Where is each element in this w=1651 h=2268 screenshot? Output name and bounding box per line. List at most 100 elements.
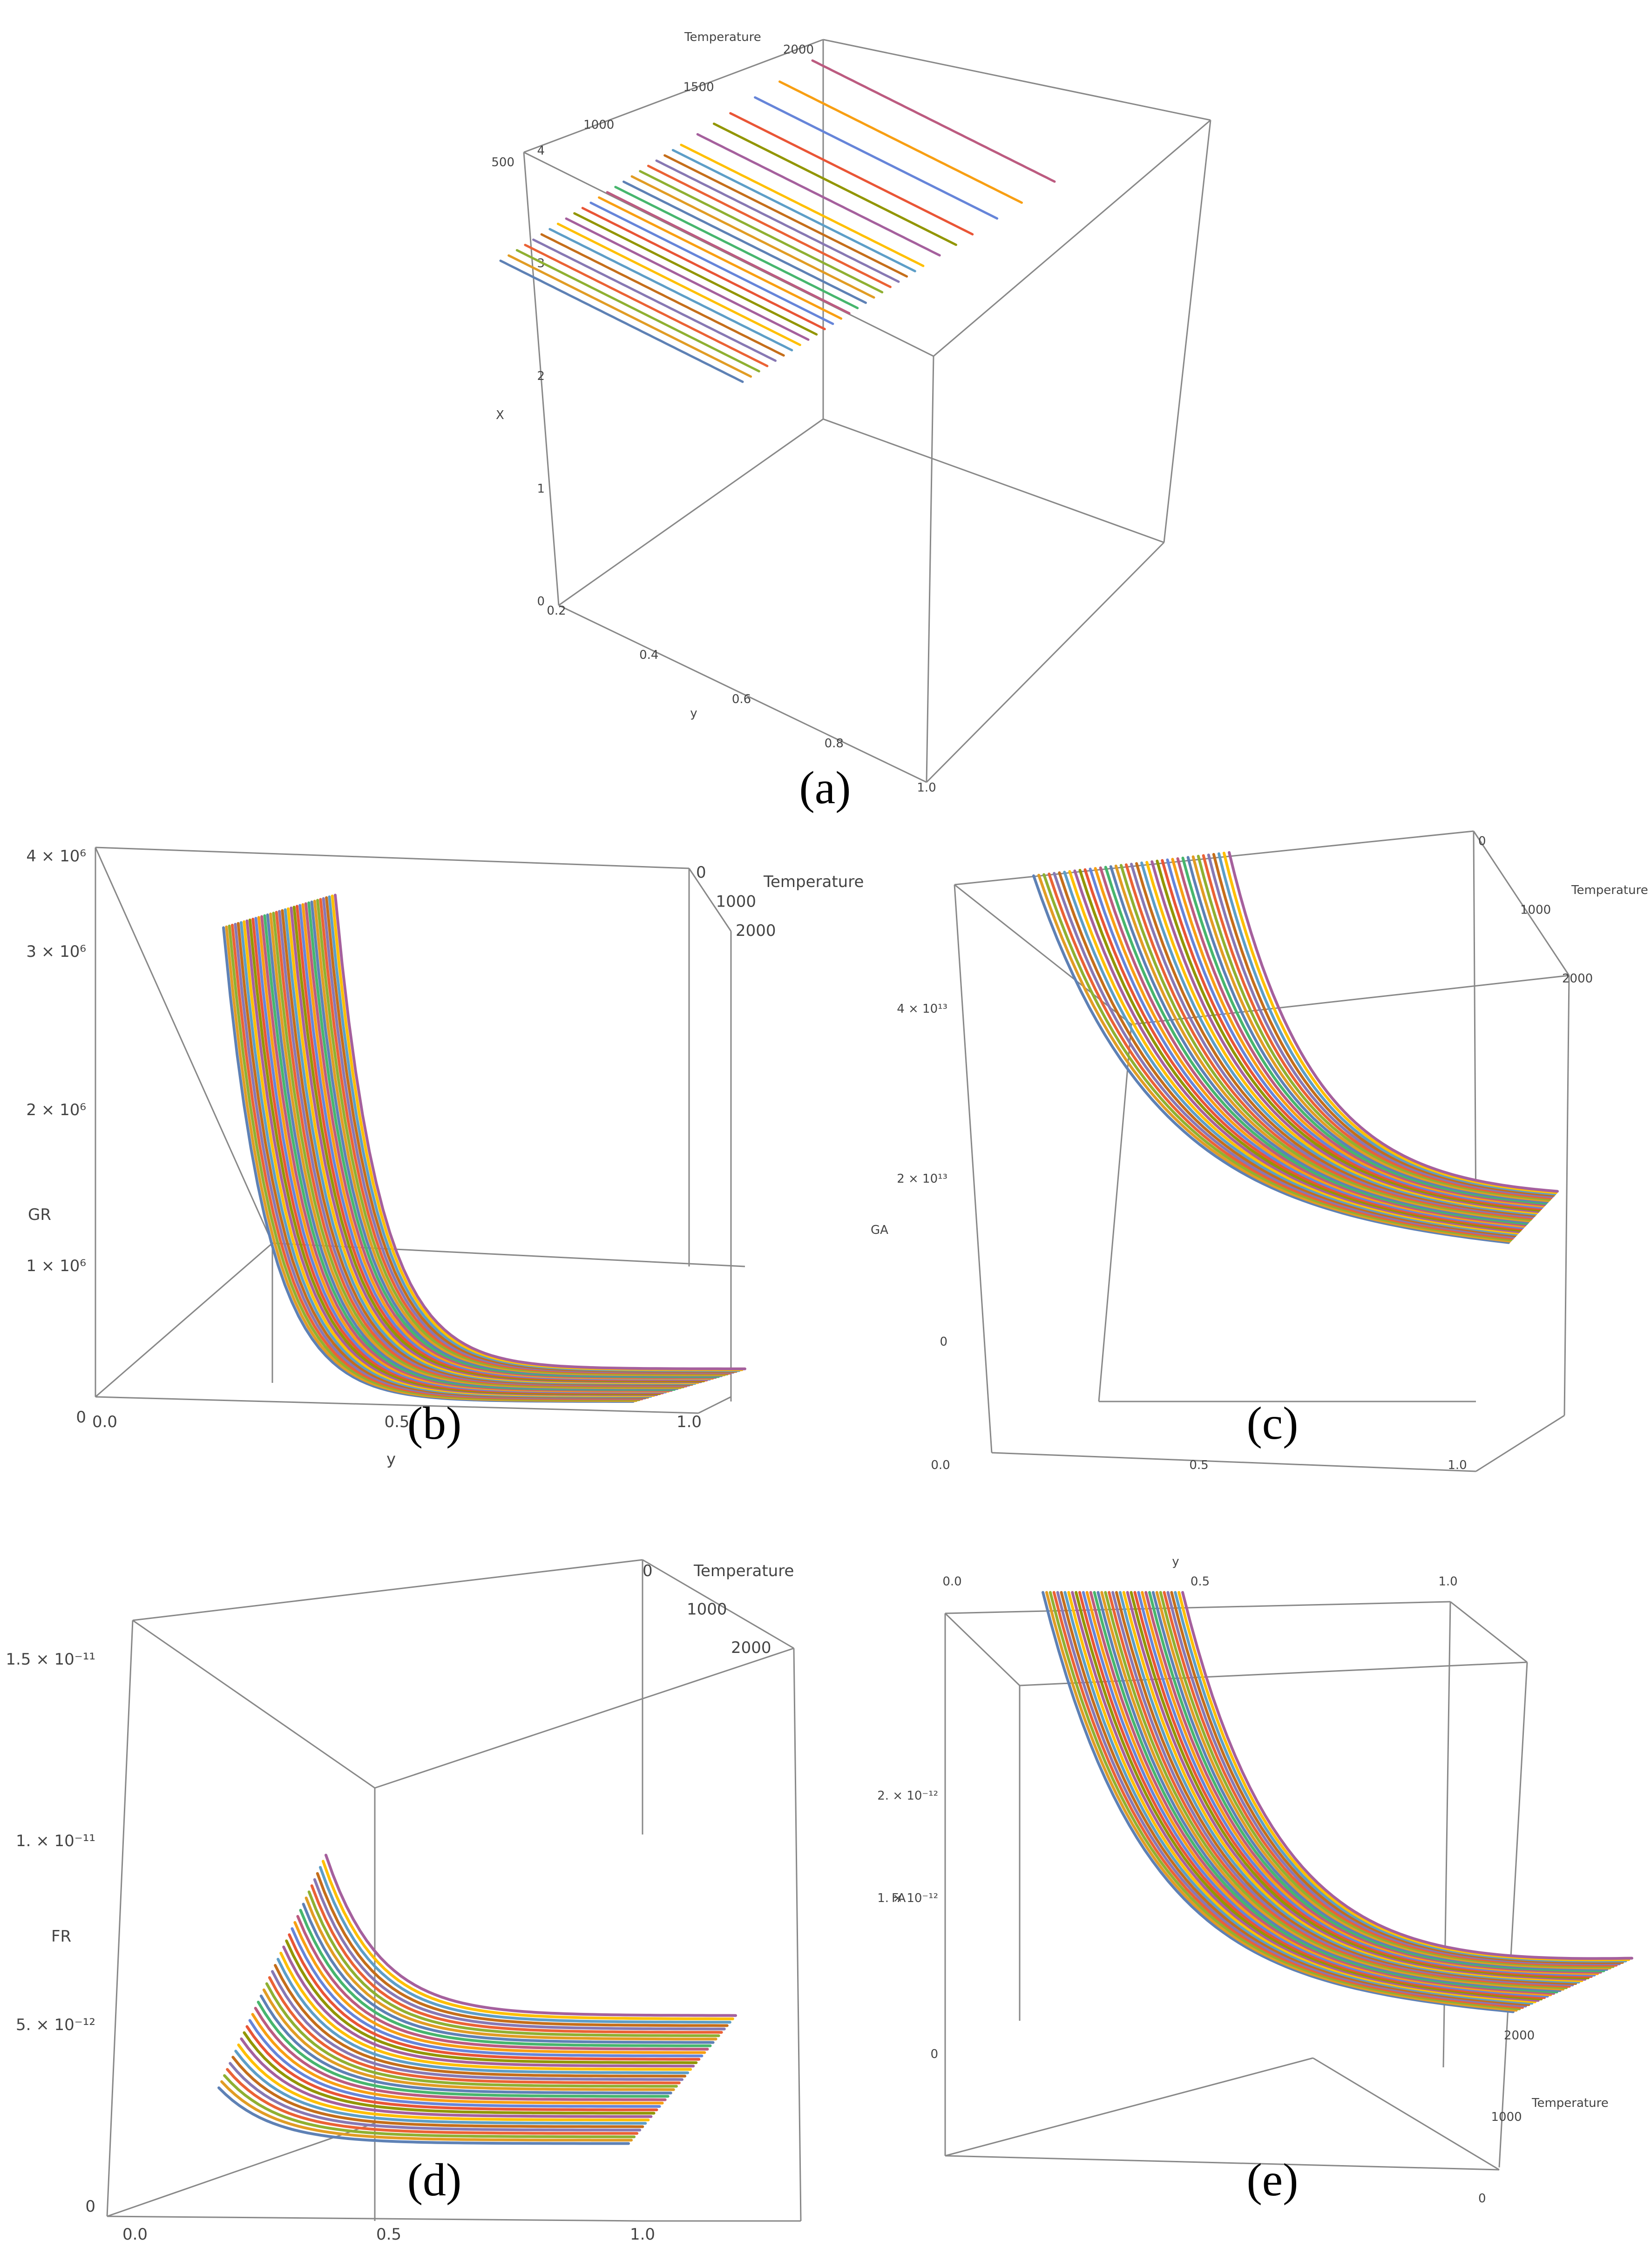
series-line-T1050: [271, 1970, 683, 2081]
y-tick-label: 2000: [1562, 972, 1593, 986]
series-line-T1900: [318, 1866, 731, 2024]
series-line-T1800: [778, 80, 1023, 204]
series-line-T150: [1045, 1591, 1518, 2012]
series-line-T1400: [1137, 1591, 1596, 1977]
series-line-T650: [1089, 867, 1524, 1229]
y-tick-label: 1000: [1491, 2110, 1522, 2124]
series-line-T700: [598, 196, 843, 320]
axis-box-edge: [944, 1612, 1021, 1686]
x-tick-label: 1.0: [1448, 1458, 1467, 1472]
series-line-T750: [1099, 866, 1527, 1226]
y-tick-label: 2000: [1504, 2029, 1535, 2043]
series-line-T750: [606, 191, 851, 315]
series-line-T1550: [1181, 856, 1548, 1205]
series-line-T800: [614, 186, 859, 310]
axis-box-edge: [107, 2215, 643, 2222]
series-line-T250: [1052, 1591, 1524, 2009]
series-line-T300: [1053, 872, 1516, 1239]
series-line-T700: [1085, 1591, 1552, 1997]
series-line-T850: [1096, 1591, 1562, 1992]
x-tick-label: 0.0: [122, 2225, 148, 2244]
x-tick-label: 0.4: [639, 648, 658, 662]
axis-box-edge: [991, 1452, 1476, 1472]
axis-box-edge: [558, 418, 824, 606]
series-line-T200: [223, 2074, 636, 2139]
series-line-T250: [226, 2068, 639, 2135]
series-line-T1850: [316, 1872, 729, 2027]
series-line-T600: [1078, 1591, 1546, 1999]
y-tick-label: 0: [696, 863, 706, 882]
series-line-T1200: [1122, 1591, 1583, 1982]
series-line-T1300: [1156, 860, 1541, 1212]
axis-box: [106, 1559, 802, 2222]
z-tick-label: 0: [930, 2047, 938, 2061]
series-line-T300: [229, 2062, 642, 2132]
series-line-T1300: [696, 133, 941, 257]
axis-box-edge: [945, 1601, 1451, 1614]
y-tick-label: 1000: [1520, 903, 1551, 917]
series-line-T550: [1075, 1591, 1543, 2001]
series-line-T350: [1058, 871, 1516, 1238]
series-line-T1500: [1176, 857, 1546, 1206]
axis-box-edge: [95, 1242, 273, 1398]
z-tick-label: 4: [537, 144, 545, 158]
series-line-T800: [257, 2000, 670, 2098]
x-tick-label: 0.8: [825, 737, 844, 751]
series-line-T2000: [334, 894, 746, 1370]
x-tick-label: 0.0: [931, 1458, 950, 1472]
axis-box-edge: [1563, 975, 1570, 1416]
axis-box-edge: [523, 39, 824, 153]
series-line-T500: [240, 2037, 653, 2118]
axis-box: [523, 39, 1211, 783]
z-tick-label: 2 × 10¹³: [897, 1172, 947, 1186]
y-tick-label: 1000: [583, 118, 614, 132]
axis-box-edge: [793, 1648, 802, 2221]
z-tick-label: 2 × 10⁶: [26, 1101, 86, 1119]
series-line-T1200: [680, 143, 925, 267]
series-line-T900: [1100, 1591, 1565, 1991]
series-line-T1600: [302, 1902, 715, 2044]
x-axis-label: y: [1172, 1555, 1179, 1569]
y-tick-label: 500: [491, 156, 514, 169]
panel-label: (a): [799, 762, 851, 813]
x-tick-label: 1.0: [1438, 1575, 1457, 1589]
series-line-T1200: [279, 1951, 692, 2071]
z-tick-label: 0: [537, 595, 545, 609]
series-line-T1250: [282, 1945, 695, 2068]
series-line-T2000: [811, 59, 1056, 183]
series-line-T1150: [671, 149, 916, 272]
series-line-T950: [1119, 864, 1532, 1221]
series-line-T1500: [729, 112, 974, 236]
axis-box-edge: [823, 418, 1164, 543]
series-line-T350: [1060, 1591, 1530, 2006]
y-tick-label: 0: [643, 1562, 653, 1580]
x-tick-label: 0.0: [942, 1575, 961, 1589]
series-line-T1300: [285, 1939, 698, 2064]
series-line-T200: [1049, 1591, 1521, 2011]
x-tick-label: 0.2: [547, 604, 566, 618]
panel-label: (e): [1247, 2154, 1299, 2206]
series-line-T450: [237, 2043, 650, 2121]
y-axis-label: Temperature: [684, 30, 761, 44]
series-line-T950: [265, 1982, 678, 2088]
axis-box-edge: [1098, 1024, 1132, 1402]
axis-box: [95, 846, 745, 1414]
axis-box-edge: [1473, 831, 1477, 1220]
y-axis-label: Temperature: [763, 873, 864, 891]
series-line-T1150: [1118, 1591, 1580, 1984]
series-line-T1350: [1161, 859, 1543, 1211]
series-line-T250: [524, 244, 769, 367]
series-line-T1800: [1207, 853, 1554, 1198]
y-tick-label: 1500: [683, 81, 714, 95]
series-line-T1100: [663, 154, 908, 278]
series-line-T250: [1048, 873, 1514, 1240]
z-axis-label: GA: [871, 1223, 888, 1237]
axis-box-edge: [106, 1620, 134, 2217]
series-line-T2000: [1181, 1591, 1633, 1960]
series-line-T450: [556, 223, 801, 346]
series-line-T1700: [1197, 854, 1551, 1201]
y-tick-label: 0: [1478, 834, 1486, 848]
series-line-T450: [1067, 1591, 1536, 2004]
